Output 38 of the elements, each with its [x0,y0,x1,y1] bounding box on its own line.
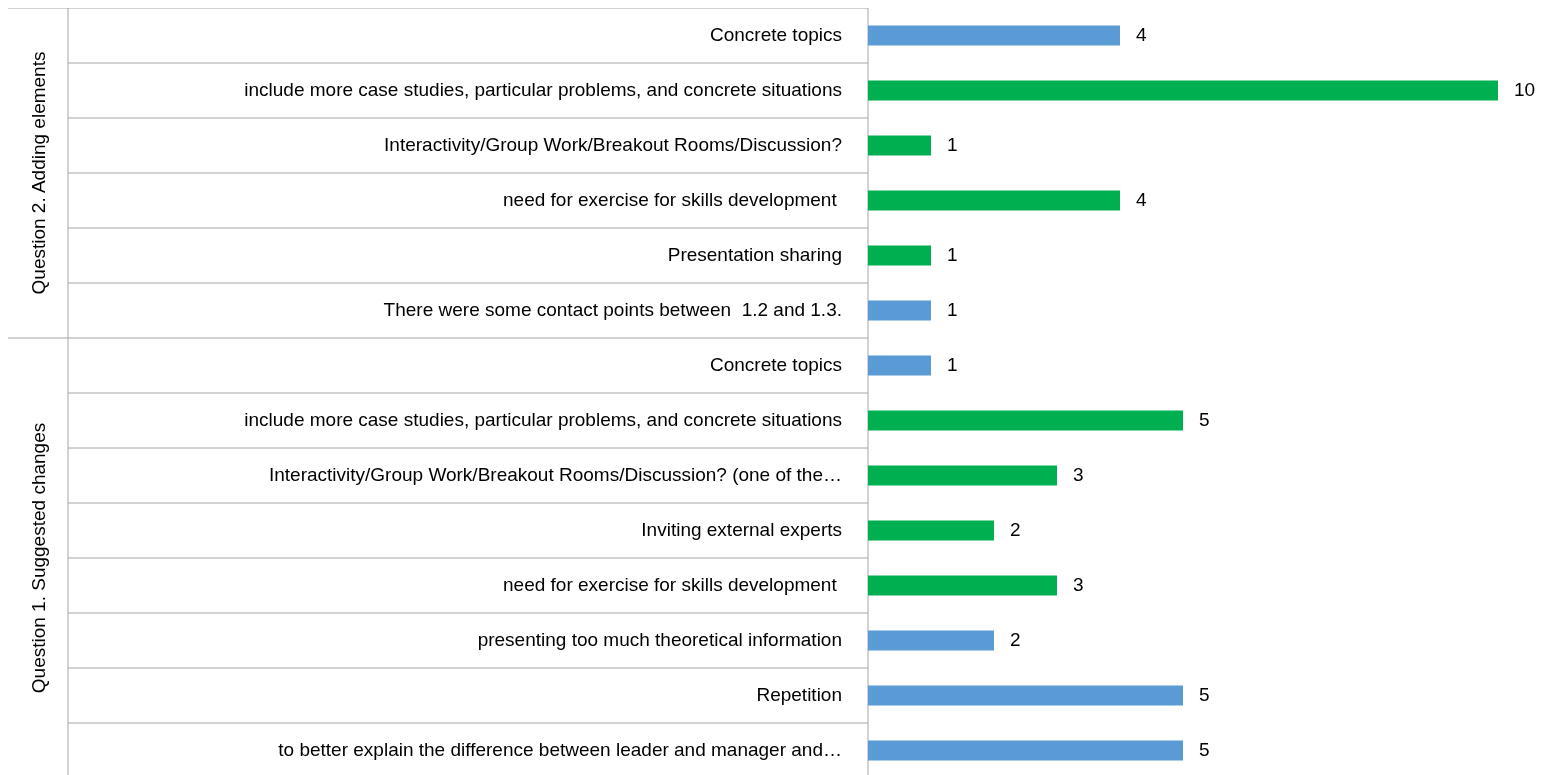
y-tick-label: Interactivity/Group Work/Breakout Rooms/Discussion? (one of the… [268,463,842,485]
bar [868,685,1183,706]
data-label: 1 [947,353,958,375]
y-tick-label: include more case studies, particular problems, and concrete situations [244,78,842,100]
data-label: 5 [1199,738,1210,760]
y-tick-label: presenting too much theoretical information [477,628,842,650]
bar [868,630,994,651]
y-tick-label: Interactivity/Group Work/Breakout Rooms/Discussion? [384,133,842,155]
data-label: 1 [947,243,958,265]
bar [868,410,1183,431]
bar [868,355,931,376]
bar [868,575,1057,596]
data-label: 2 [1010,628,1021,650]
data-label: 5 [1199,408,1210,430]
y-tick-label: Concrete topics [709,23,842,45]
data-label: 2 [1010,518,1021,540]
y-tick-label: need for exercise for skills development [503,188,842,210]
data-label: 5 [1199,683,1210,705]
data-label: 1 [947,133,958,155]
y-tick-label: There were some contact points between 1.2 and 1.3. [383,298,842,320]
data-label: 4 [1136,188,1147,210]
y-tick-label: Inviting external experts [641,518,842,540]
bar [868,520,994,541]
data-label: 10 [1514,78,1536,100]
bar [868,465,1057,486]
bar [868,740,1183,761]
y-tick-label: include more case studies, particular problems, and concrete situations [244,408,842,430]
y-tick-label: Presentation sharing [667,243,842,265]
y-tick-label: Concrete topics [709,353,842,375]
y-tick-label: need for exercise for skills development [503,573,842,595]
y-axis-title: Question 2. Adding elements [28,51,50,295]
data-label: 3 [1073,573,1084,595]
y-axis-title: Question 1. Suggested changes [28,422,50,694]
y-tick-label: Repetition [756,683,842,705]
y-tick-label: to better explain the difference between leader and manager and… [278,738,842,760]
data-label: 3 [1073,463,1084,485]
data-label: 4 [1136,23,1147,45]
data-label: 1 [947,298,958,320]
